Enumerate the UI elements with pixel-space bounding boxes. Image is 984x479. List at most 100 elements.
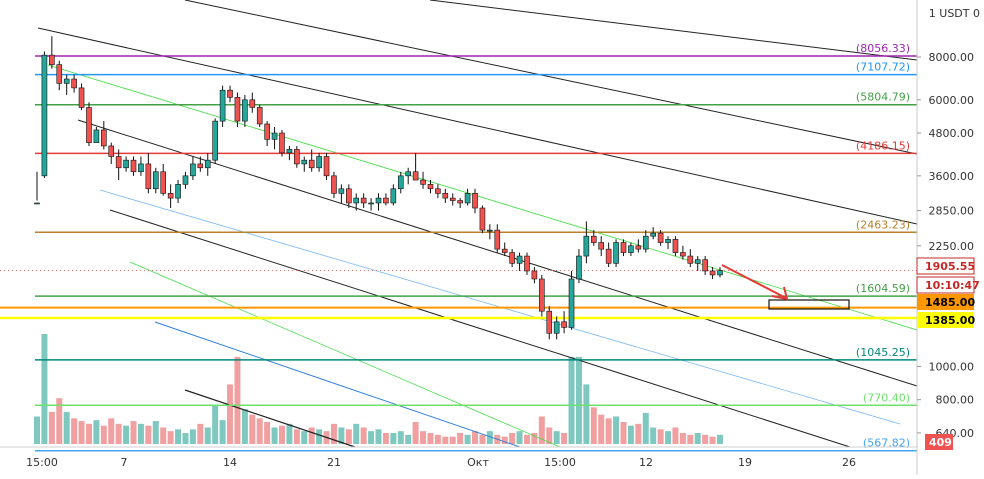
volume-bar — [85, 423, 92, 444]
volume-bar — [717, 434, 723, 444]
horizontal-levels-layer: (8056.33) (7107.72) (5804.79) (4186.15) (246… — [0, 42, 917, 452]
level-label: (7107.72) — [856, 61, 910, 74]
candle-body — [598, 242, 605, 250]
candle-body — [249, 99, 256, 108]
volume-bar — [100, 425, 107, 444]
candle-body — [613, 242, 619, 264]
time-tick-label: 15:00 — [544, 456, 576, 469]
candle-body — [271, 132, 278, 140]
channel-lines-layer — [37, 0, 918, 448]
volume-bar — [375, 429, 382, 444]
channel-line — [184, 389, 356, 448]
candle-body — [464, 193, 471, 204]
volume-bar — [93, 420, 100, 444]
volume-bar — [397, 431, 404, 444]
volume-bar — [293, 429, 300, 444]
target-box — [768, 299, 850, 310]
candle-body — [212, 120, 218, 161]
candle-body — [294, 149, 300, 165]
volume-bar — [457, 433, 464, 444]
time-tick-label: 26 — [842, 456, 856, 469]
annotations-layer — [721, 264, 850, 310]
candle-body — [197, 163, 204, 169]
volume-bar — [271, 427, 278, 444]
volume-bar — [212, 405, 219, 444]
volume-bar — [316, 429, 323, 444]
price-badge-bg — [917, 294, 974, 310]
candle-body — [709, 270, 716, 276]
candle-body — [130, 159, 137, 173]
time-tick-label: 21 — [327, 456, 341, 469]
volume-bar — [278, 425, 285, 444]
candle-body — [620, 242, 627, 253]
volume-bar — [665, 431, 672, 444]
candle-body — [256, 107, 263, 125]
channel-line — [154, 321, 521, 448]
candle-body — [642, 235, 649, 250]
volume-layer — [34, 334, 723, 444]
candle-body — [509, 252, 515, 264]
candles-layer — [34, 36, 723, 340]
candle-body — [101, 129, 107, 147]
volume-bar — [561, 433, 568, 444]
volume-bar — [390, 433, 397, 444]
volume-bar — [152, 421, 159, 444]
volume-bar — [301, 431, 308, 444]
candle-body — [435, 188, 441, 194]
volume-bar — [546, 427, 553, 444]
price-tick-label: 2250.00 — [929, 240, 975, 253]
time-tick-label: Окт — [467, 456, 489, 469]
volume-bar — [249, 414, 256, 444]
candle-body — [264, 123, 270, 140]
candle-body — [234, 97, 241, 122]
candle-body — [86, 107, 92, 143]
level-label: (4186.15) — [856, 139, 910, 152]
candle-body — [561, 321, 567, 328]
candle-body — [405, 171, 411, 177]
candle-body — [442, 193, 449, 199]
volume-bar — [657, 429, 664, 444]
candle-body — [78, 87, 85, 108]
candle-body — [501, 248, 508, 253]
candle-body — [702, 259, 708, 272]
volume-bar — [353, 423, 360, 444]
candle-body — [331, 175, 337, 194]
volume-bar — [449, 436, 456, 444]
volume-bar — [501, 436, 508, 444]
candle-body — [301, 159, 308, 165]
price-axis: 1 USDT 0 8000.00 6000.00 4800.00 3600.00 2850… — [916, 0, 984, 475]
candle-body — [145, 163, 152, 190]
volume-bar — [635, 423, 642, 444]
channel-line — [47, 64, 918, 331]
volume-bar — [464, 434, 471, 444]
time-tick-label: 12 — [639, 456, 653, 469]
volume-bar — [679, 433, 686, 444]
price-badge-label: 1485.00 — [925, 296, 975, 309]
candle-body — [687, 255, 694, 264]
candle-body — [308, 159, 315, 169]
candle-body — [160, 171, 167, 194]
candle-body — [650, 232, 656, 237]
volume-bar — [108, 418, 115, 444]
level-label: (2463.23) — [856, 218, 910, 231]
volume-bar — [338, 427, 345, 444]
volume-bar — [479, 434, 486, 444]
candle-body — [449, 197, 456, 201]
candle-body — [115, 156, 122, 169]
volume-bar — [605, 418, 612, 444]
volume-bar — [78, 421, 85, 444]
level-label: (1045.25) — [856, 346, 910, 359]
volume-bar — [412, 422, 419, 444]
candle-body — [41, 54, 48, 177]
candle-body — [375, 197, 382, 204]
candle-body — [175, 184, 181, 199]
volume-bar — [405, 434, 412, 444]
time-tick-label: 14 — [223, 456, 237, 469]
channel-line — [77, 119, 918, 387]
volume-bar — [575, 356, 582, 444]
candle-body — [420, 179, 426, 185]
currency-label: 1 USDT 0 — [929, 7, 980, 20]
price-badge-label: 1905.55 — [925, 260, 975, 273]
